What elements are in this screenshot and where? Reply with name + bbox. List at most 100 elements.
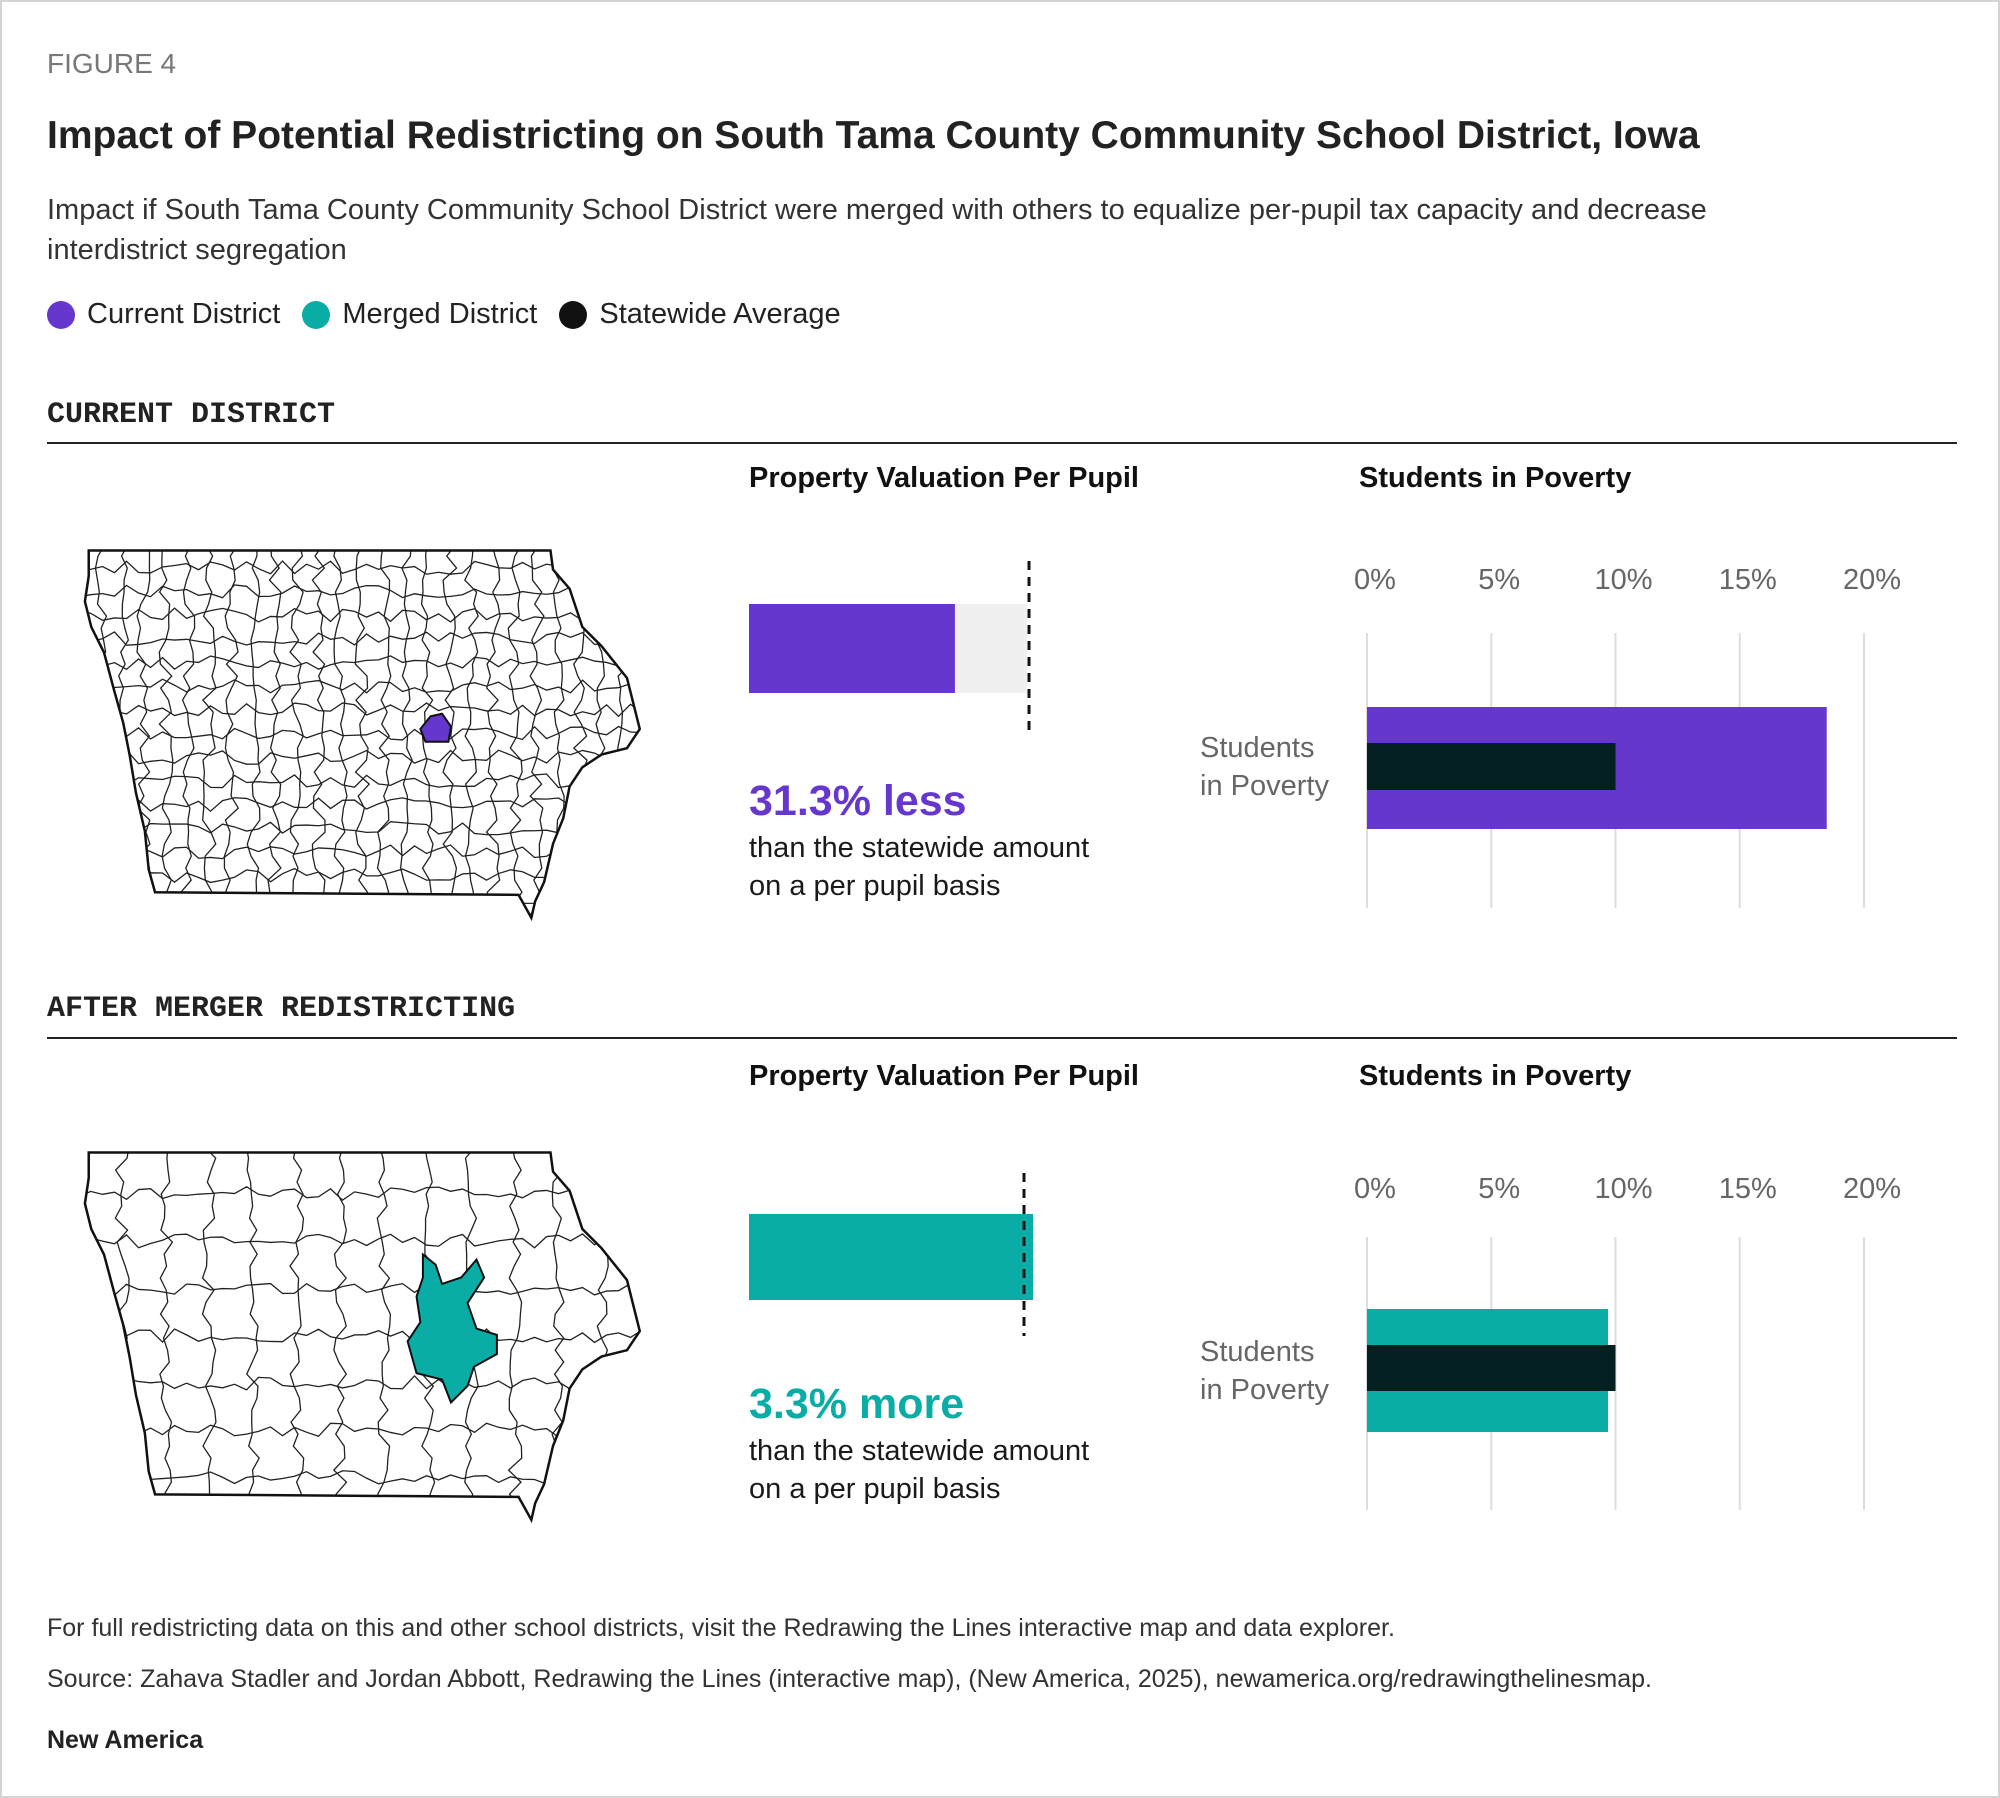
district-boundary [551, 550, 567, 917]
property-caption-2: on a per pupil basis [749, 1473, 1001, 1505]
district-boundary [333, 550, 348, 917]
district-boundary [84, 844, 640, 860]
district-boundary [84, 1375, 640, 1391]
section-heading-merged: AFTER MERGER REDISTRICTING [47, 992, 516, 1026]
district-boundary [84, 607, 640, 623]
district-boundary [84, 678, 640, 694]
property-caption-1: than the statewide amount [749, 1435, 1090, 1467]
x-tick-label: 5% [1478, 564, 1521, 596]
district-boundary [84, 1328, 640, 1344]
legend-label: Statewide Average [599, 298, 841, 330]
district-boundary [84, 1470, 640, 1486]
district-boundary [332, 1152, 348, 1519]
poverty-category-1: Students [1200, 732, 1315, 764]
district-boundary [639, 1152, 640, 1519]
legend: Current District Merged District Statewi… [47, 298, 841, 331]
district-boundary [267, 550, 282, 917]
district-boundary [84, 797, 640, 813]
iowa-state-outline [83, 1151, 642, 1524]
district-boundary [464, 550, 479, 917]
district-boundary [84, 584, 640, 599]
district-boundary [399, 550, 413, 917]
district-boundary [551, 1152, 567, 1519]
district-boundary [311, 550, 326, 917]
property-caption-2: on a per pupil basis [749, 870, 1001, 902]
statewide-poverty-bar [1367, 743, 1616, 790]
district-boundary [84, 1152, 87, 1519]
district-boundary [84, 773, 640, 789]
x-tick-label: 20% [1842, 1173, 1902, 1205]
district-boundary [159, 1152, 174, 1519]
highlighted-district [419, 712, 453, 743]
district-boundary [201, 550, 217, 917]
district-boundary [84, 631, 640, 647]
poverty-title: Students in Poverty [1359, 1060, 1632, 1092]
district-boundary [84, 1233, 640, 1249]
district-boundary [84, 867, 640, 884]
district-boundary [245, 1152, 260, 1519]
property-title: Property Valuation Per Pupil [749, 1060, 1139, 1092]
legend-swatch-merged [302, 300, 331, 329]
property-headline: 3.3% more [749, 1380, 965, 1428]
district-boundary [616, 550, 632, 917]
statewide-poverty-bar [1367, 1345, 1616, 1391]
district-boundary [507, 1152, 523, 1519]
poverty-category-1: Students [1200, 1336, 1315, 1368]
district-boundary [84, 821, 640, 836]
district-boundary [84, 749, 640, 765]
district-boundary [84, 702, 640, 718]
poverty-title: Students in Poverty [1359, 462, 1632, 494]
property-headline: 31.3% less [749, 777, 967, 825]
x-tick-label: 5% [1478, 1173, 1521, 1205]
district-boundary [84, 893, 640, 907]
iowa-district-map [84, 1152, 640, 1520]
district-boundary [84, 1517, 640, 1520]
iowa-district-map [84, 550, 640, 918]
district-boundary [93, 550, 108, 917]
district-boundary [223, 550, 240, 917]
section-heading-current: CURRENT DISTRICT [47, 398, 336, 432]
district-boundary [376, 1152, 392, 1519]
district-boundary [246, 550, 261, 917]
district-boundary [201, 1152, 217, 1519]
property-valuation-bar [749, 1214, 1034, 1300]
property-valuation-bar [749, 604, 955, 693]
district-boundary [180, 550, 196, 917]
legend-item-current: Current District [47, 298, 280, 331]
district-boundary [376, 550, 392, 917]
district-boundary [158, 550, 174, 917]
x-tick-label: 0% [1354, 564, 1396, 596]
x-tick-label: 10% [1594, 564, 1653, 596]
section-divider [47, 1037, 1957, 1039]
legend-label: Merged District [342, 298, 538, 330]
district-boundary [84, 550, 640, 552]
legend-label: Current District [87, 298, 281, 330]
district-boundary [594, 550, 610, 917]
legend-swatch-current [47, 300, 75, 329]
district-boundary [595, 1152, 610, 1519]
x-tick-label: 15% [1718, 564, 1777, 596]
district-boundary [84, 725, 640, 741]
district-boundary [507, 550, 523, 917]
district-boundary [84, 1422, 640, 1438]
poverty-category-2: in Poverty [1200, 1374, 1329, 1406]
chart-subtitle: Impact if South Tama County Community Sc… [47, 194, 1707, 266]
brand: New America [47, 1726, 204, 1754]
property-caption-1: than the statewide amount [749, 832, 1090, 864]
legend-swatch-statewide [559, 300, 588, 329]
district-boundary [115, 550, 131, 917]
district-boundary [84, 560, 640, 575]
chart-title: Impact of Potential Redistricting on Sou… [47, 114, 1700, 157]
highlighted-district [406, 1252, 498, 1405]
district-boundary [84, 1281, 640, 1296]
district-boundary [84, 655, 640, 671]
district-boundary [114, 1152, 130, 1519]
poverty-category-2: in Poverty [1200, 770, 1329, 802]
legend-item-statewide: Statewide Average [559, 298, 841, 331]
x-tick-label: 10% [1594, 1173, 1653, 1205]
district-boundary [442, 550, 458, 917]
x-tick-label: 15% [1718, 1173, 1777, 1205]
district-boundary [572, 550, 588, 917]
iowa-state-outline [83, 549, 642, 922]
x-tick-label: 20% [1842, 564, 1902, 596]
